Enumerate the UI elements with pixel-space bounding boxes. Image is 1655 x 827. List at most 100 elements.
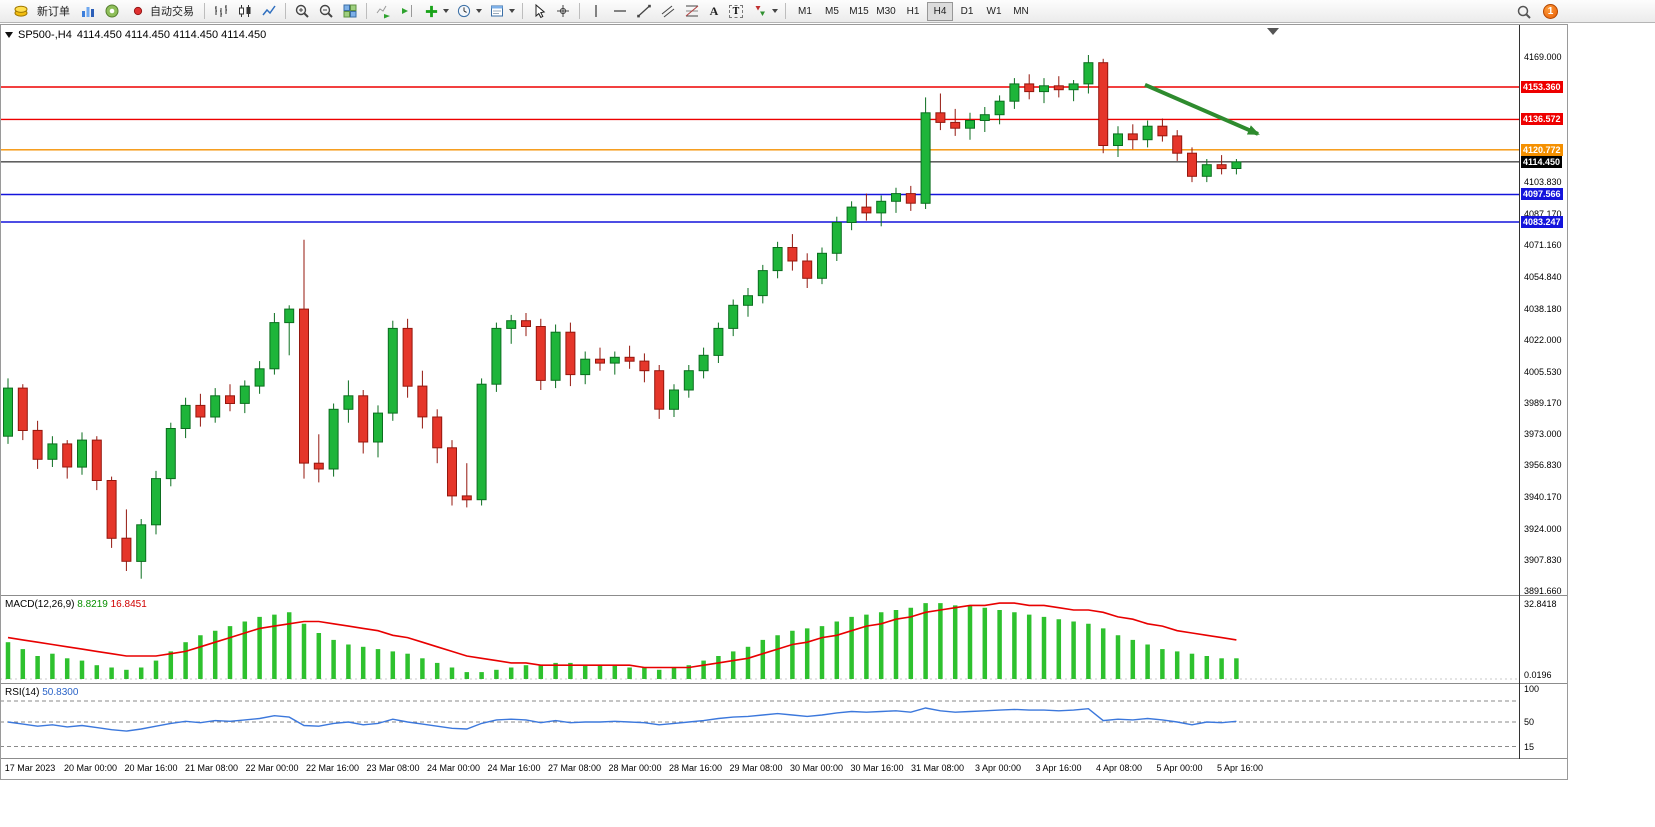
timeframe-button-m30[interactable]: M30 (873, 2, 899, 21)
timeframe-button-m15[interactable]: M15 (846, 2, 872, 21)
label-tool-icon[interactable]: T (724, 1, 748, 22)
timeframe-button-h1[interactable]: H1 (900, 2, 926, 21)
price-tick: 3940.170 (1524, 492, 1562, 502)
time-label: 20 Mar 16:00 (124, 763, 178, 773)
template-icon[interactable] (485, 1, 509, 22)
toolbar: 新订单 自动交易 (0, 0, 1655, 23)
crosshair-icon[interactable] (551, 1, 575, 22)
candle-body (624, 356, 635, 362)
price-tick: 3891.660 (1524, 586, 1562, 596)
notification-badge[interactable]: 1 (1543, 4, 1558, 19)
autotrade-status-icon (130, 1, 146, 22)
time-axis[interactable]: 17 Mar 2023 20 Mar 00:00 20 Mar 16:00 21 Ma… (0, 759, 1567, 779)
main-chart-pane[interactable]: SP500-,H4 4114.450 4114.450 4114.450 411… (0, 24, 1520, 595)
candle-body (757, 270, 768, 297)
rsi-axis-label: 50 (1524, 717, 1535, 727)
add-indicator-caret-icon[interactable] (443, 9, 449, 13)
navigator-icon[interactable] (100, 1, 124, 22)
candle-body (432, 416, 443, 449)
candle-body (3, 387, 13, 437)
arrows-caret-icon[interactable] (772, 9, 778, 13)
candle-body (1157, 125, 1168, 137)
time-label: 31 Mar 08:00 (910, 763, 965, 773)
timeframe-button-mn[interactable]: MN (1008, 2, 1034, 21)
cursor-icon[interactable] (527, 1, 551, 22)
search-icon[interactable] (1512, 1, 1536, 22)
candle-body (269, 322, 280, 370)
line-chart-icon[interactable] (257, 1, 281, 22)
chart-shift-marker[interactable] (1267, 28, 1279, 35)
trendline-tool-icon[interactable] (632, 1, 656, 22)
toolbar-separator (204, 3, 205, 19)
candle-body (77, 439, 87, 468)
candle-body (713, 327, 724, 356)
timeframe-button-h4[interactable]: H4 (927, 1, 953, 21)
price-tick: 3924.000 (1524, 524, 1562, 534)
timeframe-button-m5[interactable]: M5 (819, 2, 845, 21)
channel-tool-icon[interactable] (656, 1, 680, 22)
new-order-label: 新订单 (37, 6, 70, 18)
time-label: 5 Apr 16:00 (1216, 763, 1264, 773)
candle-body (1127, 133, 1138, 141)
zoom-in-icon[interactable] (290, 1, 314, 22)
candle-body (891, 193, 901, 202)
autotrade-label: 自动交易 (150, 6, 194, 18)
macd-pane[interactable]: MACD(12,26,9) 8.8219 16.8451 (0, 596, 1520, 683)
candle-body (47, 443, 58, 460)
auto-scroll-icon[interactable] (371, 1, 395, 22)
timeframe-button-d1[interactable]: D1 (954, 2, 980, 21)
candle-body (743, 295, 753, 306)
price-tick: 4022.000 (1524, 335, 1562, 345)
pane-divider[interactable] (0, 595, 1567, 596)
candle-body (565, 331, 576, 376)
candle-body (151, 478, 161, 526)
toolbar-separator (366, 3, 367, 19)
arrows-tool-icon[interactable] (748, 1, 772, 22)
candlestick-chart-icon[interactable] (233, 1, 257, 22)
candle-body (580, 358, 591, 376)
new-order-icon (9, 1, 33, 22)
bar-chart-icon[interactable] (209, 1, 233, 22)
candle-body (1113, 133, 1123, 147)
rsi-axis[interactable]: 100 50 15 (1521, 684, 1567, 758)
rsi-pane[interactable]: RSI(14) 50.8300 (0, 684, 1520, 758)
candle-body (254, 368, 265, 387)
candle-body (91, 439, 102, 482)
new-order-button[interactable]: 新订单 (3, 1, 76, 22)
candle-body (1216, 164, 1227, 170)
pane-divider[interactable] (0, 683, 1567, 684)
candle-body (299, 308, 309, 464)
candle-body (817, 252, 827, 279)
add-indicator-icon[interactable] (419, 1, 443, 22)
timeframe-button-m1[interactable]: M1 (792, 2, 818, 21)
price-line-badge: 4153.360 (1521, 81, 1563, 93)
timeframe-button-w1[interactable]: W1 (981, 2, 1007, 21)
candle-body (136, 524, 147, 562)
fibonacci-tool-icon[interactable] (680, 1, 704, 22)
macd-axis-min: 0.0196 (1524, 670, 1552, 680)
candle-body (669, 389, 679, 410)
horizontal-line-tool-icon[interactable] (608, 1, 632, 22)
zoom-out-icon[interactable] (314, 1, 338, 22)
market-watch-icon[interactable] (76, 1, 100, 22)
candle-body (639, 360, 650, 372)
macd-axis[interactable]: 32.8418 0.0196 (1521, 596, 1567, 683)
time-label: 28 Mar 16:00 (668, 763, 723, 773)
autotrade-button[interactable]: 自动交易 (124, 1, 200, 22)
trend-arrow-annotation[interactable] (1144, 82, 1260, 136)
periods-clock-icon[interactable] (452, 1, 476, 22)
template-caret-icon[interactable] (509, 9, 515, 13)
candle-body (979, 114, 990, 121)
tile-windows-icon[interactable] (338, 1, 362, 22)
candle-body (1083, 62, 1094, 85)
time-label: 20 Mar 00:00 (63, 763, 118, 773)
chart-shift-icon[interactable] (395, 1, 419, 22)
price-axis[interactable]: 4169.000 4103.830 4087.170 4071.160 4054.840… (1521, 24, 1567, 596)
candle-body (535, 326, 546, 381)
periods-caret-icon[interactable] (476, 9, 482, 13)
text-tool-icon[interactable]: A (709, 3, 719, 18)
candle-body (1172, 135, 1183, 154)
timeframe-group: M1 M5 M15 M30 H1 H4 D1 W1 MN (792, 1, 1034, 21)
vertical-line-tool-icon[interactable] (584, 1, 608, 22)
pane-divider (0, 758, 1567, 759)
